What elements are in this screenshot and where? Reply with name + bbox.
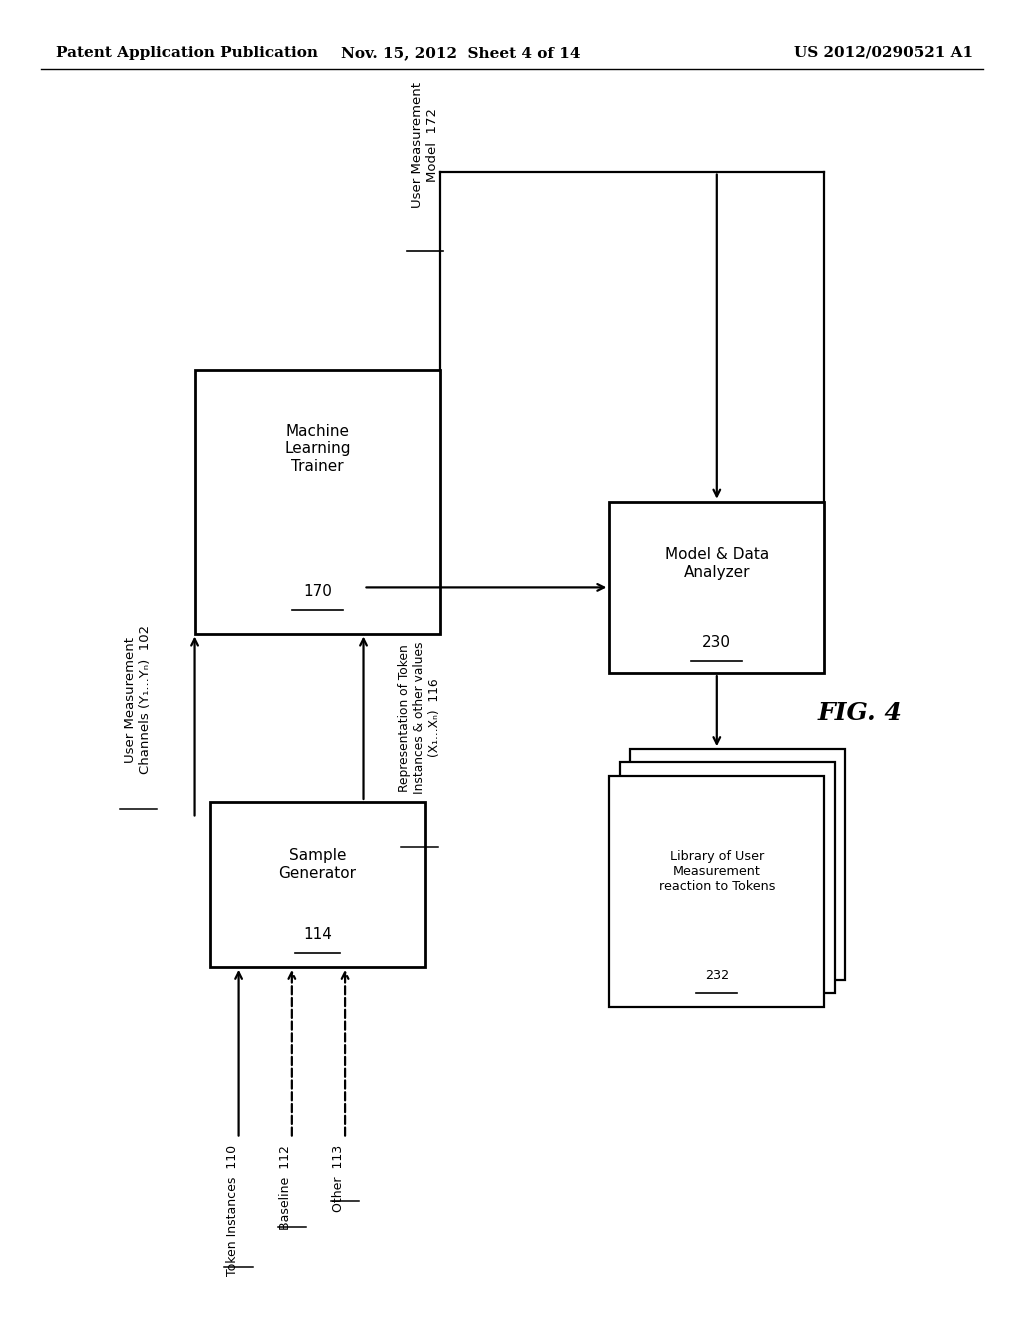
FancyBboxPatch shape [609,776,824,1006]
FancyBboxPatch shape [195,370,440,634]
Text: Nov. 15, 2012  Sheet 4 of 14: Nov. 15, 2012 Sheet 4 of 14 [341,46,581,59]
Text: User Measurement
Model  172: User Measurement Model 172 [411,82,439,209]
Text: 114: 114 [303,927,332,942]
Text: Representation of Token
Instances & other values
(X₁...Xₙ)  116: Representation of Token Instances & othe… [398,642,441,795]
Text: 230: 230 [702,635,731,651]
FancyBboxPatch shape [620,763,835,993]
Text: Machine
Learning
Trainer: Machine Learning Trainer [285,424,350,474]
Text: Baseline  112: Baseline 112 [279,1144,292,1230]
Text: Token Instances  110: Token Instances 110 [225,1144,239,1276]
Text: US 2012/0290521 A1: US 2012/0290521 A1 [794,46,973,59]
Text: 232: 232 [705,969,729,982]
Text: User Measurement
Channels (Y₁...Yₙ)  102: User Measurement Channels (Y₁...Yₙ) 102 [124,626,153,774]
FancyBboxPatch shape [630,750,845,979]
Text: FIG. 4: FIG. 4 [818,701,902,725]
Text: Library of User
Measurement
reaction to Tokens: Library of User Measurement reaction to … [658,850,775,892]
FancyBboxPatch shape [210,801,425,966]
Text: Patent Application Publication: Patent Application Publication [56,46,318,59]
Text: Sample
Generator: Sample Generator [279,849,356,880]
Text: 170: 170 [303,583,332,599]
Text: Other  113: Other 113 [332,1144,345,1212]
Text: Model & Data
Analyzer: Model & Data Analyzer [665,548,769,579]
FancyBboxPatch shape [609,502,824,673]
